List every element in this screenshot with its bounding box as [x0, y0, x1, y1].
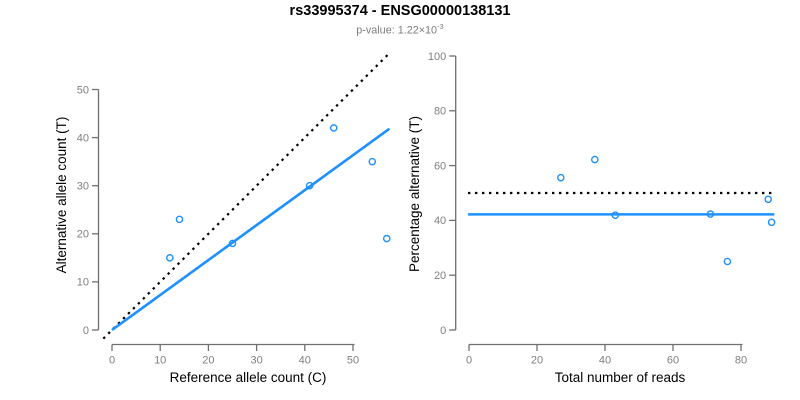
x-tick-label: 40	[299, 355, 311, 367]
fit-line	[111, 127, 391, 332]
x-tick-label: 10	[154, 355, 166, 367]
data-point	[305, 181, 314, 190]
data-point	[611, 211, 620, 219]
data-point	[557, 173, 565, 182]
y-axis-title: Percentage alternative (T)	[407, 116, 422, 272]
y-tick-label: 20	[434, 270, 446, 282]
data-point	[166, 254, 174, 262]
figure-title: rs33995374 - ENSG00000138131	[289, 3, 511, 19]
x-tick-label: 0	[466, 355, 472, 367]
data-point	[329, 124, 338, 132]
y-tick-label: 60	[434, 160, 446, 172]
y-tick-label: 40	[434, 215, 446, 227]
x-tick-label: 80	[735, 355, 747, 367]
data-point	[368, 157, 377, 166]
y-tick-label: 0	[83, 325, 89, 337]
y-tick-label: 20	[77, 229, 89, 241]
figure-subtitle: p-value: 1.22×10-3	[0, 22, 800, 37]
x-axis-title: Total number of reads	[555, 370, 686, 385]
y-axis-title: Alternative allele count (T)	[54, 117, 69, 274]
data-point	[764, 195, 773, 204]
allele-counts-scatter: 0 10 20 30 40 50 0 10 20 30 40 50 Reference allele c…	[54, 52, 391, 385]
y-tick-label: 40	[77, 132, 89, 144]
x-tick-label: 30	[250, 355, 262, 367]
data-point	[382, 234, 391, 243]
x-tick-label: 50	[347, 355, 359, 367]
data-point	[723, 257, 732, 266]
data-point	[591, 155, 599, 164]
x-tick-label: 40	[599, 355, 611, 367]
y-tick-label: 0	[440, 325, 446, 337]
y-tick-label: 50	[77, 84, 89, 96]
y-tick-label: 100	[428, 51, 446, 63]
y-tick-label: 10	[77, 277, 89, 289]
x-tick-label: 20	[531, 355, 543, 367]
x-tick-label: 60	[667, 355, 679, 367]
data-point	[228, 239, 237, 248]
pvalue-text: p-value: 1.22×10	[356, 24, 438, 37]
y-tick-label: 30	[77, 181, 89, 193]
data-point	[767, 218, 776, 227]
data-point	[175, 215, 184, 224]
y-tick-label: 80	[434, 106, 446, 118]
x-tick-label: 20	[202, 355, 214, 367]
pvalue-exponent: -3	[437, 22, 444, 31]
x-tick-label: 0	[109, 355, 115, 367]
x-axis-title: Reference allele count (C)	[170, 370, 327, 385]
data-point	[706, 210, 715, 218]
percentage-alternative-scatter: 0 20 40 60 80 0 20 40 60 80 100 Total number of rea…	[407, 51, 776, 385]
identity-line	[102, 52, 391, 340]
